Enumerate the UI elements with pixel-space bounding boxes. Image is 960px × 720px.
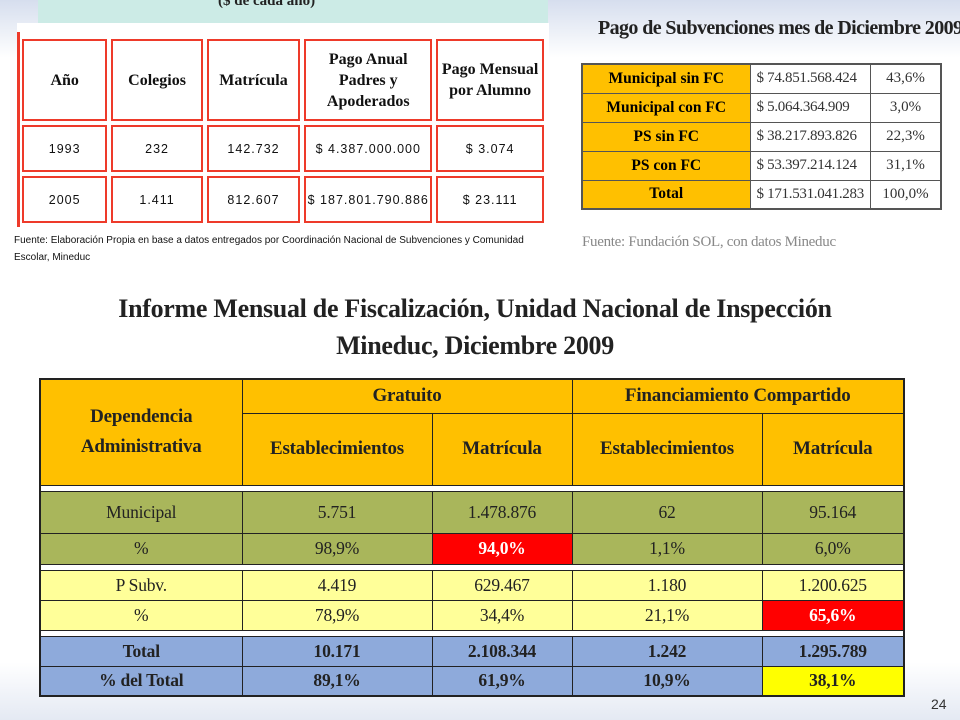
cell-value: 34,4% [431, 599, 573, 631]
colegios-table-subtitle: ($ de cada año) [218, 0, 316, 9]
header-establecimientos: Establecimientos [571, 412, 763, 486]
cell-matricula: 142.732 [206, 125, 301, 172]
colegios-table-banner: ($ de cada año) [38, 0, 548, 23]
subvencion-label: Municipal sin FC [581, 63, 751, 94]
cell-pago-mensual: $ 23.111 [436, 176, 544, 223]
cell-value: 2.108.344 [431, 635, 573, 667]
row-label: Total [39, 635, 243, 667]
subvencion-percent: 43,6% [869, 63, 942, 94]
cell-value: 1,1% [571, 532, 763, 565]
cell-value-highlight: 94,0% [431, 532, 573, 565]
cell-matricula: 812.607 [206, 176, 301, 223]
table-row: Municipal sin FC $ 74.851.568.424 43,6% [581, 63, 942, 94]
cell-value: 21,1% [571, 599, 763, 631]
cell-pago-mensual: $ 3.074 [436, 125, 544, 172]
table-row: % 78,9% 34,4% 21,1% 65,6% [39, 599, 905, 631]
cell-value: 5.751 [241, 490, 433, 534]
table-row: P Subv. 4.419 629.467 1.180 1.200.625 [39, 569, 905, 601]
cell-colegios: 232 [111, 125, 203, 172]
subvencion-label: PS con FC [581, 150, 751, 181]
cell-value: 1.295.789 [761, 635, 905, 667]
cell-value: 98,9% [241, 532, 433, 565]
subvencion-label: PS sin FC [581, 121, 751, 152]
subvencion-percent: 3,0% [869, 92, 942, 123]
cell-pago-anual: $ 187.801.790.886 [304, 176, 433, 223]
cell-value: 1.242 [571, 635, 763, 667]
table-row: 2005 1.411 812.607 $ 187.801.790.886 $ 2… [22, 176, 544, 223]
table-row: Municipal 5.751 1.478.876 62 95.164 [39, 490, 905, 534]
fiscalizacion-header-row: Dependencia Administrativa Gratuito Fina… [39, 378, 905, 486]
cell-year: 2005 [22, 176, 108, 223]
header-pago-anual: Pago Anual Padres y Apoderados [304, 39, 433, 121]
subvencion-percent: 100,0% [869, 179, 942, 210]
cell-value-highlight: 65,6% [761, 599, 905, 631]
cell-value: 89,1% [241, 665, 433, 697]
subvencion-amount: $ 53.397.214.124 [749, 150, 871, 181]
table-row: % 98,9% 94,0% 1,1% 6,0% [39, 532, 905, 565]
table-row: Municipal con FC $ 5.064.364.909 3,0% [581, 92, 942, 123]
cell-pago-anual: $ 4.387.000.000 [304, 125, 433, 172]
cell-value-highlight: 38,1% [761, 665, 905, 697]
header-colegios: Colegios [111, 39, 203, 121]
subvencion-amount: $ 171.531.041.283 [749, 179, 871, 210]
table-row: PS con FC $ 53.397.214.124 31,1% [581, 150, 942, 181]
subvenciones-source: Fuente: Fundación SOL, con datos Mineduc [582, 234, 836, 250]
cell-year: 1993 [22, 125, 108, 172]
cell-value: 1.180 [571, 569, 763, 601]
header-ano: Año [22, 39, 108, 121]
row-label: % del Total [39, 665, 243, 697]
row-label: P Subv. [39, 569, 243, 601]
subvenciones-title: Pago de Subvenciones mes de Diciembre 20… [598, 17, 960, 39]
table-row: Total 10.171 2.108.344 1.242 1.295.789 [39, 635, 905, 667]
subvencion-amount: $ 74.851.568.424 [749, 63, 871, 94]
fiscalizacion-subheader-row: Establecimientos Matrícula Establecimien… [40, 412, 905, 486]
header-dependencia: Dependencia Administrativa [39, 378, 243, 486]
table-row: PS sin FC $ 38.217.893.826 22,3% [581, 121, 942, 152]
fiscalizacion-table: Dependencia Administrativa Gratuito Fina… [39, 378, 905, 697]
row-label: Municipal [39, 490, 243, 534]
subvencion-percent: 31,1% [869, 150, 942, 181]
table-row: % del Total 89,1% 61,9% 10,9% 38,1% [39, 665, 905, 697]
header-gratuito: Gratuito [241, 378, 573, 414]
colegios-table: Año Colegios Matrícula Pago Anual Padres… [18, 35, 548, 227]
colegios-table-header-row: Año Colegios Matrícula Pago Anual Padres… [22, 39, 544, 121]
subvencion-label: Total [581, 179, 751, 210]
header-pago-mensual: Pago Mensual por Alumno [436, 39, 544, 121]
subvencion-amount: $ 5.064.364.909 [749, 92, 871, 123]
header-matricula: Matrícula [431, 412, 573, 486]
colegios-table-source: Fuente: Elaboración Propia en base a dat… [14, 235, 524, 263]
colegios-table-left-rule [17, 32, 20, 227]
table-row: Total $ 171.531.041.283 100,0% [581, 179, 942, 210]
header-matricula: Matrícula [206, 39, 301, 121]
cell-value: 10.171 [241, 635, 433, 667]
cell-value: 1.478.876 [431, 490, 573, 534]
cell-value: 95.164 [761, 490, 905, 534]
header-establecimientos: Establecimientos [241, 412, 433, 486]
table-row: 1993 232 142.732 $ 4.387.000.000 $ 3.074 [22, 125, 544, 172]
subvencion-label: Municipal con FC [581, 92, 751, 123]
subvencion-amount: $ 38.217.893.826 [749, 121, 871, 152]
cell-value: 78,9% [241, 599, 433, 631]
page-number: 24 [931, 696, 947, 712]
header-matricula: Matrícula [761, 412, 905, 486]
cell-value: 6,0% [761, 532, 905, 565]
cell-value: 4.419 [241, 569, 433, 601]
page-title: Informe Mensual de Fiscalización, Unidad… [118, 294, 832, 360]
cell-value: 10,9% [571, 665, 763, 697]
cell-value: 629.467 [431, 569, 573, 601]
cell-value: 62 [571, 490, 763, 534]
row-label: % [39, 532, 243, 565]
row-label: % [39, 599, 243, 631]
header-financiamiento: Financiamiento Compartido [571, 378, 905, 414]
cell-value: 1.200.625 [761, 569, 905, 601]
subvencion-percent: 22,3% [869, 121, 942, 152]
cell-colegios: 1.411 [111, 176, 203, 223]
subvenciones-table: Municipal sin FC $ 74.851.568.424 43,6% … [581, 63, 942, 210]
cell-value: 61,9% [431, 665, 573, 697]
